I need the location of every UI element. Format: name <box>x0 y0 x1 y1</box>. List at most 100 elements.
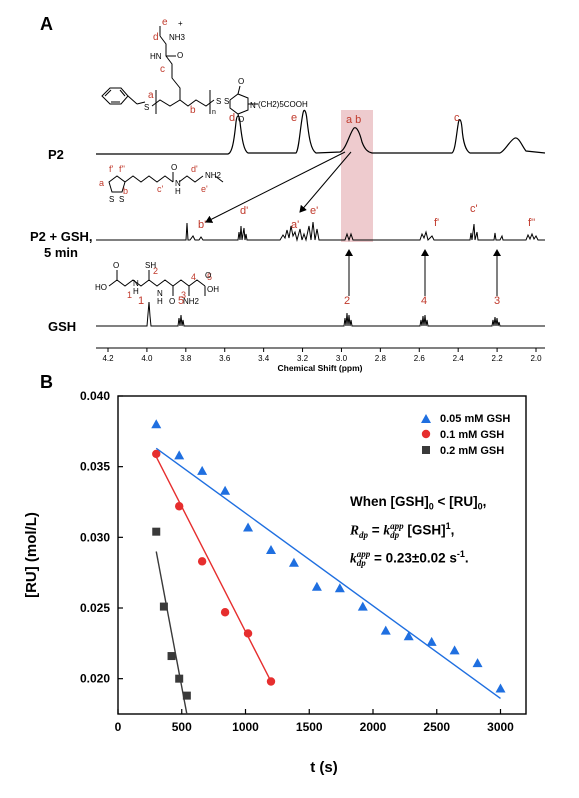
ppm-tick-label: 3.6 <box>219 354 231 363</box>
peak-d1: d' <box>240 205 248 217</box>
svg-text:HO: HO <box>95 283 107 292</box>
ppm-tick-label: 3.2 <box>297 354 309 363</box>
equation-line-2: Rdp = k app dp [GSH]1, <box>350 520 455 540</box>
point-series-1 <box>449 645 460 655</box>
peak-ab: a b <box>346 114 361 126</box>
point-series-1 <box>174 450 185 460</box>
svg-text:1: 1 <box>127 290 132 300</box>
point-series-2 <box>152 449 161 459</box>
trace-label-gsh: GSH <box>48 319 77 334</box>
struct-nh3: NH3 <box>169 33 186 42</box>
struct-label-c: c <box>160 64 165 75</box>
ppm-tick-label: 2.4 <box>453 354 465 363</box>
point-series-1 <box>334 583 345 593</box>
svg-text:NH2: NH2 <box>183 297 200 306</box>
ppm-tick-label: 2.0 <box>530 354 542 363</box>
point-series-1 <box>220 485 231 495</box>
svg-text:NH2: NH2 <box>205 171 222 180</box>
svg-text:O: O <box>171 163 177 172</box>
point-series-1 <box>357 601 368 611</box>
fit-line-series-3 <box>155 551 188 715</box>
struct-s: S <box>144 103 149 112</box>
svg-text:4: 4 <box>191 272 196 282</box>
point-series-3 <box>182 691 191 700</box>
rate-chart: 0 500 1000 1500 2000 2500 3000 0.020 0.025 0.030 0… <box>23 389 527 776</box>
svg-text:f'': f'' <box>119 164 125 174</box>
svg-text:3: 3 <box>181 290 186 300</box>
peak-gsh-1: 1 <box>138 295 144 307</box>
struct-label-e: e <box>162 18 168 28</box>
ppm-tick-label: 4.0 <box>141 354 153 363</box>
svg-text:S: S <box>109 195 114 204</box>
svg-text:d': d' <box>191 164 198 174</box>
struct-o2: O <box>238 77 244 86</box>
lipo-structure: a b f' f'' c' d' e' S S O N H NH2 <box>99 163 224 204</box>
svg-text:O: O <box>169 297 175 306</box>
equation-line-3: k app dp = 0.23±0.02 s-1. <box>350 548 469 568</box>
struct-plus: + <box>178 19 183 28</box>
peak-d: d <box>229 112 235 124</box>
x-tick-label: 500 <box>172 720 192 734</box>
svg-text:OH: OH <box>207 285 219 294</box>
struct-o3: O <box>238 115 244 123</box>
point-series-2 <box>220 608 230 617</box>
peak-gsh-2: 2 <box>344 295 350 307</box>
struct-o: O <box>177 51 183 60</box>
data-points <box>151 419 506 700</box>
p2gsh-trace <box>96 221 545 242</box>
ppm-tick-label: 2.8 <box>375 354 387 363</box>
struct-n-sub: n <box>212 109 216 116</box>
gsh-structure: 1 2 3 4 5 HO O N H SH O N H NH2 O OH O <box>95 261 219 306</box>
struct-hn: HN <box>150 52 162 61</box>
svg-text:SH: SH <box>145 261 156 270</box>
panel-label-b: B <box>40 372 53 392</box>
struct-label-d: d <box>153 32 159 43</box>
trace-label-p2gsh-time: 5 min <box>44 245 78 260</box>
legend-label-s1: 0.05 mM GSH <box>440 413 510 425</box>
x-tick-label: 2500 <box>423 720 450 734</box>
point-series-2 <box>266 677 276 686</box>
point-series-3 <box>167 652 176 661</box>
x-tick-label: 0 <box>115 720 122 734</box>
point-series-1 <box>311 581 322 591</box>
point-series-1 <box>197 465 208 475</box>
panel-label-a: A <box>40 14 53 34</box>
x-tick-label: 1000 <box>232 720 259 734</box>
point-series-2 <box>197 557 207 566</box>
peak-gsh-5: 5 <box>178 295 184 307</box>
struct-s2: S <box>216 97 221 106</box>
legend: 0.05 mM GSH 0.1 mM GSH 0.2 mM GSH <box>421 413 510 457</box>
svg-text:O: O <box>205 271 211 280</box>
point-series-3 <box>175 674 184 683</box>
struct-label-a: a <box>148 90 154 101</box>
point-series-1 <box>403 631 414 641</box>
p2-trace <box>96 109 546 155</box>
point-series-1 <box>380 625 391 635</box>
equation-line-1: When [GSH]0 < [RU]0, <box>350 494 487 512</box>
legend-label-s2: 0.1 mM GSH <box>440 429 504 441</box>
point-series-1 <box>288 557 299 567</box>
struct-n: N <box>250 101 256 110</box>
x-tick-label: 3000 <box>487 720 514 734</box>
peak-b1: b' <box>198 219 206 231</box>
point-series-2 <box>175 502 184 511</box>
point-series-1 <box>426 636 437 646</box>
legend-marker-s1 <box>421 414 431 423</box>
svg-text:N: N <box>133 279 139 288</box>
svg-text:N: N <box>175 179 181 188</box>
legend-marker-s3 <box>422 446 430 454</box>
y-tick-label: 0.035 <box>80 460 110 474</box>
arrow-to-a1 <box>299 151 352 213</box>
point-series-1 <box>472 658 483 668</box>
svg-text:f': f' <box>109 164 114 174</box>
point-series-3 <box>159 602 168 611</box>
plot-frame <box>117 395 527 715</box>
svg-text:2: 2 <box>153 266 158 276</box>
svg-text:e': e' <box>201 184 208 194</box>
fit-line-series-2 <box>155 456 272 682</box>
ppm-tick-label: 4.2 <box>102 354 114 363</box>
trace-label-p2: P2 <box>48 147 64 162</box>
y-tick-label: 0.030 <box>80 530 110 544</box>
svg-text:H: H <box>175 187 181 196</box>
rate-equation: When [GSH]0 < [RU]0, Rdp = k app dp [GSH]1… <box>350 492 486 568</box>
